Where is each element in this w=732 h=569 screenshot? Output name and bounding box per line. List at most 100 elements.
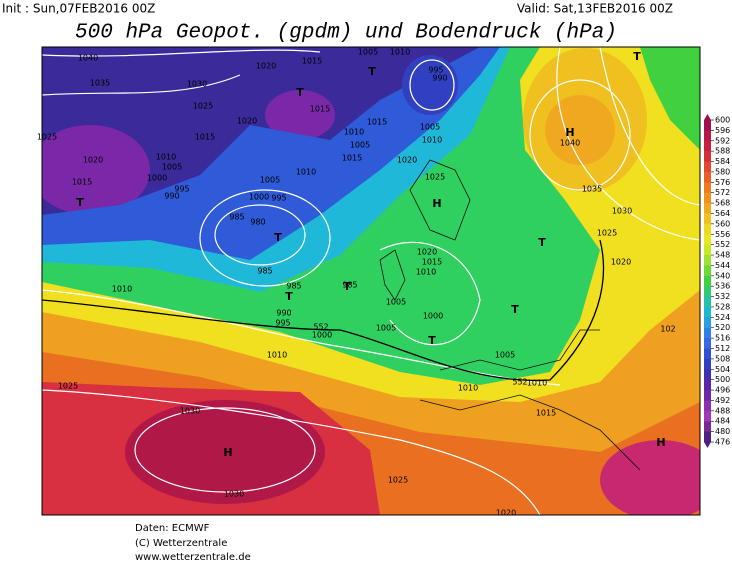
isobar-label: 1020 [256,62,276,71]
isobar-label: 1020 [237,117,257,126]
isobar-label: 1010 [296,168,316,177]
isobar-label: 1015 [72,178,92,187]
colorbar-tick-label: 536 [715,282,730,291]
colorbar-cell [704,171,711,183]
isobar-label: 1005 [376,324,396,333]
isobar-label: 1010 [267,351,287,360]
isobar-label: 1005 [260,176,280,185]
colorbar-cell [704,182,711,194]
pressure-center: H [656,436,665,449]
colorbar-cell [704,431,711,443]
colorbar-cell [704,400,711,412]
colorbar-tick-label: 580 [715,167,730,176]
isobar-label: 102 [660,325,675,334]
pressure-center: T [368,65,376,78]
colorbar-arrow-bottom [704,442,711,448]
isobar-label: 1025 [193,102,213,111]
pressure-center: T [511,303,519,316]
colorbar-tick-label: 504 [715,365,730,374]
isobar-label: 1020 [417,248,437,257]
colorbar-tick-label: 572 [715,188,730,197]
isobar-label: 1030 [180,407,200,416]
isobar-label: 1005 [386,298,406,307]
colorbar-tick-label: 556 [715,230,730,239]
colorbar-tick-label: 584 [715,157,730,166]
isobar-label: 1010 [458,384,478,393]
isobar-label: 1005 [420,123,440,132]
colorbar-cell [704,151,711,163]
colorbar-cell [704,275,711,287]
isobar-label: 990 [432,74,447,83]
colorbar-tick-label: 488 [715,406,730,415]
isobar-label: 1025 [58,382,78,391]
colorbar-cell [704,255,711,266]
colorbar-tick-label: 528 [715,302,730,311]
isobar-label: 1030 [224,490,244,499]
colorbar-tick-label: 600 [715,116,730,125]
isobar-label: 552 [313,323,328,332]
isobar-label: 1025 [425,173,445,182]
isobar-label: 980 [250,218,265,227]
colorbar-cell [704,369,711,381]
colorbar-cell [704,286,711,298]
isobar-label: 1015 [310,105,330,114]
colorbar-cell [704,306,711,318]
isobar-label: 1010 [156,153,176,162]
isobar-label: 1035 [90,79,110,88]
isobar-label: 1025 [388,476,408,485]
colorbar-tick-label: 540 [715,271,730,280]
pressure-center: T [274,231,282,244]
isobar-label: 1010 [527,379,547,388]
isobar-label: 1025 [597,229,617,238]
pressure-center: H [432,197,441,210]
isobar-label: 1010 [344,128,364,137]
colorbar-tick-label: 480 [715,427,730,436]
colorbar-tick-label: 564 [715,209,730,218]
isobar-label: 1020 [496,509,516,518]
colorbar-cell [704,223,711,235]
map-title: 500 hPa Geopot. (gpdm) und Bodendruck (h… [75,22,617,45]
pressure-center: T [76,196,84,209]
isobar-label: 1005 [350,141,370,150]
colorbar-cell [704,120,711,131]
pressure-center: T [285,290,293,303]
colorbar-cell [704,348,711,360]
colorbar-tick-label: 552 [715,240,730,249]
isobar-label: 1020 [397,156,417,165]
colorbar-cell [704,317,711,329]
colorbar-tick-label: 576 [715,178,730,187]
isobar-label: 1000 [423,312,443,321]
colorbar-cell [704,296,711,308]
pressure-center: T [343,280,351,293]
footer-url: www.wetterzentrale.de [135,552,251,563]
pressure-center: T [633,50,641,63]
pressure-center: T [296,86,304,99]
isobar-label: 985 [342,281,357,290]
init-time: Init : Sun,07FEB2016 00Z [2,2,155,16]
colorbar-cell [704,358,711,370]
isobar-label: 1040 [78,54,98,63]
colorbar-tick-label: 496 [715,386,730,395]
isobar-label: 1000 [312,331,332,340]
isobar-label: 1015 [342,154,362,163]
isobar-label: 995 [428,66,443,75]
colorbar-tick-label: 484 [715,417,730,426]
isobar-label: 985 [257,267,272,276]
colorbar-cell [704,244,711,256]
isobar-label: 1040 [560,139,580,148]
colorbar-tick-label: 544 [715,261,730,270]
isobar-label: 990 [276,309,291,318]
isobar-label: 1005 [495,351,515,360]
colorbar-tick-label: 492 [715,396,730,405]
colorbar-tick-label: 592 [715,136,730,145]
map-field [42,47,700,515]
colorbar-tick-label: 524 [715,313,730,322]
colorbar-tick-label: 548 [715,251,730,260]
colorbar-cell [704,265,711,277]
colorbar-cell [704,192,711,204]
colorbar-tick-label: 596 [715,126,730,135]
pressure-center: T [538,236,546,249]
isobar-label: 1015 [422,258,442,267]
footer-source: Daten: ECMWF [135,523,210,534]
